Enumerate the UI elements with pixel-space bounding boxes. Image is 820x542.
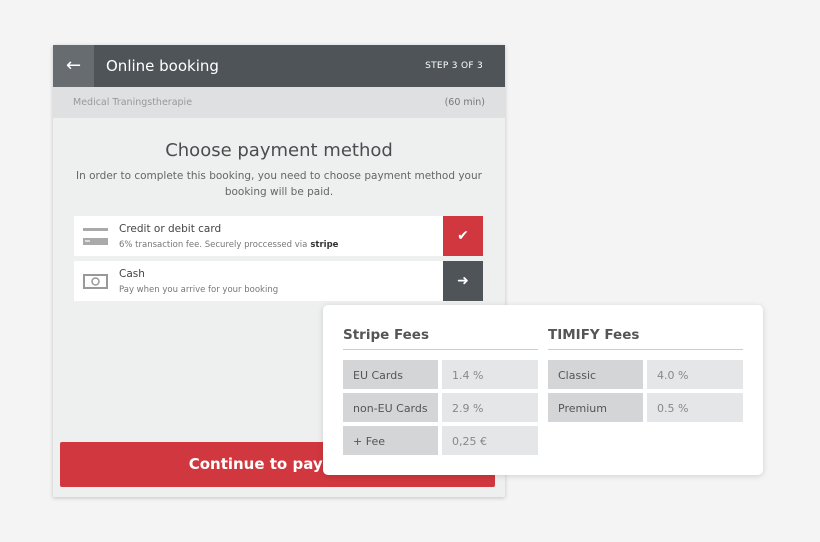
service-bar: Medical Traningstherapie (60 min) — [53, 87, 505, 118]
back-button[interactable]: ← — [53, 45, 94, 87]
service-name: Medical Traningstherapie — [73, 97, 193, 108]
payment-option-cash[interactable]: Cash Pay when you arrive for your bookin… — [74, 261, 483, 301]
fee-value: 1.4 % — [442, 360, 538, 389]
arrow-left-icon: ← — [65, 55, 82, 76]
select-cash-button[interactable]: ➜ — [443, 261, 483, 301]
stripe-fees-title: Stripe Fees — [343, 327, 538, 350]
timify-fees-title: TIMIFY Fees — [548, 327, 743, 350]
select-card-button[interactable]: ✔ — [443, 216, 483, 256]
checkmark-icon: ✔ — [457, 228, 469, 244]
option-name: Credit or debit card — [119, 223, 222, 235]
fee-label: non-EU Cards — [343, 393, 438, 422]
fee-row: non-EU Cards 2.9 % — [343, 393, 538, 422]
page-description: In order to complete this booking, you n… — [76, 170, 482, 198]
fee-value: 4.0 % — [647, 360, 743, 389]
service-duration: (60 min) — [444, 97, 485, 108]
fee-label: Classic — [548, 360, 643, 389]
step-indicator: STEP 3 OF 3 — [425, 61, 483, 71]
fee-row: EU Cards 1.4 % — [343, 360, 538, 389]
header-title: Online booking — [106, 57, 219, 75]
fee-value: 0,25 € — [442, 426, 538, 455]
fee-label: + Fee — [343, 426, 438, 455]
page-title: Choose payment method — [165, 140, 393, 161]
fee-value: 2.9 % — [442, 393, 538, 422]
option-description: Pay when you arrive for your booking — [119, 285, 279, 295]
timify-fees: TIMIFY Fees Classic 4.0 % Premium 0.5 % — [548, 327, 743, 426]
stripe-logo: stripe — [310, 240, 339, 250]
fees-popover: Stripe Fees EU Cards 1.4 % non-EU Cards 2.… — [323, 305, 763, 475]
option-name: Cash — [119, 268, 145, 280]
arrow-right-icon: ➜ — [457, 273, 469, 289]
stripe-fees: Stripe Fees EU Cards 1.4 % non-EU Cards 2.… — [343, 327, 538, 459]
fee-label: Premium — [548, 393, 643, 422]
payment-option-card[interactable]: Credit or debit card 6% transaction fee.… — [74, 216, 483, 256]
credit-card-icon — [83, 228, 108, 245]
option-description-text: 6% transaction fee. Securely proccessed … — [119, 240, 308, 250]
booking-card: ← Online booking STEP 3 OF 3 Medical Tra… — [53, 45, 505, 497]
fee-row: Premium 0.5 % — [548, 393, 743, 422]
fee-row: + Fee 0,25 € — [343, 426, 538, 455]
option-description: 6% transaction fee. Securely proccessed … — [119, 240, 338, 250]
fee-value: 0.5 % — [647, 393, 743, 422]
fee-row: Classic 4.0 % — [548, 360, 743, 389]
header: ← Online booking STEP 3 OF 3 — [53, 45, 505, 87]
fee-label: EU Cards — [343, 360, 438, 389]
cash-icon — [83, 274, 108, 289]
